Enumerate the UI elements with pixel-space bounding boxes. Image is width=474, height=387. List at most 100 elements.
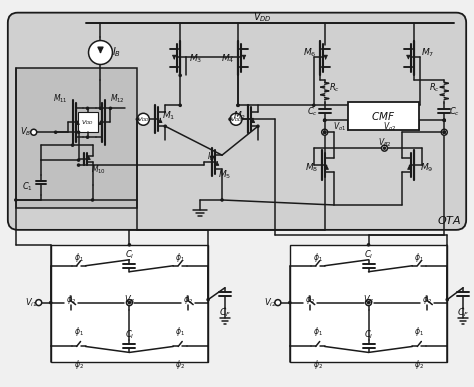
Text: $\phi_1$: $\phi_1$ — [73, 325, 83, 338]
Bar — [290, 245, 447, 362]
Circle shape — [236, 104, 240, 107]
Text: $V_{o2}$: $V_{o2}$ — [383, 121, 396, 134]
Text: $R_c$: $R_c$ — [329, 81, 340, 94]
Text: $V_{i1}$: $V_{i1}$ — [25, 296, 37, 309]
Circle shape — [71, 143, 74, 147]
Text: $M_8$: $M_8$ — [305, 162, 319, 174]
Bar — [78, 112, 98, 132]
Text: $V_{DD}$: $V_{DD}$ — [253, 10, 271, 24]
Text: $M_{12}$: $M_{12}$ — [110, 92, 125, 104]
Circle shape — [36, 300, 42, 306]
Text: $M_6$: $M_6$ — [303, 46, 317, 59]
Circle shape — [442, 118, 446, 122]
Text: $V_{B2}$: $V_{B2}$ — [378, 137, 392, 149]
Text: $\phi_2$: $\phi_2$ — [73, 358, 83, 371]
Circle shape — [77, 163, 81, 167]
Text: $V_{DD}$: $V_{DD}$ — [137, 115, 150, 124]
Circle shape — [442, 118, 446, 122]
Text: $C_F$: $C_F$ — [219, 307, 231, 319]
Circle shape — [54, 130, 57, 134]
Circle shape — [323, 130, 327, 134]
Text: $\phi_2$: $\phi_2$ — [414, 358, 424, 371]
Bar — [16, 68, 137, 208]
Circle shape — [178, 104, 182, 107]
Circle shape — [323, 130, 327, 134]
Text: $M_7$: $M_7$ — [421, 46, 434, 59]
Circle shape — [230, 113, 242, 125]
Text: $V_{DD}$: $V_{DD}$ — [81, 118, 94, 127]
Text: $C_c$: $C_c$ — [449, 105, 460, 118]
Bar — [347, 102, 419, 130]
Circle shape — [228, 118, 232, 121]
Text: $\phi_1$: $\phi_1$ — [414, 325, 424, 338]
Circle shape — [365, 300, 372, 306]
Circle shape — [220, 198, 224, 202]
Text: $V_B$: $V_B$ — [124, 293, 135, 306]
Circle shape — [14, 198, 18, 202]
Circle shape — [109, 106, 112, 110]
Text: $\phi_1$: $\phi_1$ — [313, 251, 323, 264]
Text: $C_F$: $C_F$ — [457, 307, 469, 319]
Circle shape — [442, 130, 446, 134]
Text: $\phi_2$: $\phi_2$ — [305, 293, 315, 306]
Circle shape — [442, 118, 446, 122]
Text: $C_1$: $C_1$ — [22, 181, 33, 193]
Circle shape — [86, 135, 89, 139]
Text: $M_{10}$: $M_{10}$ — [91, 164, 106, 176]
Circle shape — [322, 129, 328, 135]
Text: $\phi_2$: $\phi_2$ — [175, 358, 185, 371]
Circle shape — [442, 130, 446, 134]
Text: $I_B$: $I_B$ — [112, 46, 121, 60]
Circle shape — [136, 118, 139, 121]
Text: $C_I$: $C_I$ — [125, 328, 134, 341]
Text: $CMF$: $CMF$ — [371, 110, 396, 122]
Text: $C_I$: $C_I$ — [364, 328, 373, 341]
Text: $\phi_2$: $\phi_2$ — [313, 358, 323, 371]
Circle shape — [275, 300, 281, 306]
Text: $M_3$: $M_3$ — [189, 52, 202, 65]
Text: $V_B$: $V_B$ — [20, 126, 31, 139]
Text: $M_9$: $M_9$ — [419, 162, 433, 174]
Circle shape — [236, 104, 240, 107]
Circle shape — [31, 129, 36, 135]
Text: $\phi_2$: $\phi_2$ — [65, 293, 75, 306]
Circle shape — [91, 198, 94, 202]
Circle shape — [446, 298, 449, 301]
Text: $\phi_1$: $\phi_1$ — [175, 325, 185, 338]
Text: $\phi_2$: $\phi_2$ — [183, 293, 193, 306]
Circle shape — [312, 104, 316, 107]
Circle shape — [77, 130, 81, 134]
Text: $C_c$: $C_c$ — [307, 105, 318, 118]
Circle shape — [206, 298, 210, 301]
Text: $C_I$: $C_I$ — [125, 248, 134, 261]
Bar — [51, 245, 208, 362]
Text: $V_{DD}$: $V_{DD}$ — [229, 115, 242, 124]
Circle shape — [367, 301, 370, 305]
Text: $M_5$: $M_5$ — [219, 169, 232, 182]
Text: $\phi_1$: $\phi_1$ — [73, 251, 83, 264]
Text: $V_B$: $V_B$ — [363, 293, 374, 306]
Text: $R_c$: $R_c$ — [429, 81, 440, 94]
Text: $M_2$: $M_2$ — [233, 109, 246, 122]
Circle shape — [288, 301, 292, 305]
Circle shape — [49, 301, 53, 305]
Circle shape — [383, 146, 386, 150]
Circle shape — [128, 243, 131, 247]
FancyBboxPatch shape — [8, 13, 466, 230]
Circle shape — [442, 130, 446, 134]
Circle shape — [89, 41, 112, 65]
Text: $\phi_2$: $\phi_2$ — [422, 293, 432, 306]
Circle shape — [178, 74, 182, 77]
Text: $M_{11}$: $M_{11}$ — [53, 92, 68, 104]
Circle shape — [256, 125, 260, 128]
Text: $M_4$: $M_4$ — [221, 52, 235, 65]
Circle shape — [323, 118, 327, 122]
Circle shape — [323, 118, 327, 122]
Text: $I_{B1}$: $I_{B1}$ — [207, 151, 218, 163]
Text: $\phi_1$: $\phi_1$ — [313, 325, 323, 338]
Text: $M_1$: $M_1$ — [162, 109, 175, 122]
Circle shape — [367, 243, 370, 247]
Circle shape — [128, 301, 131, 305]
Circle shape — [137, 113, 149, 125]
Circle shape — [77, 158, 81, 162]
